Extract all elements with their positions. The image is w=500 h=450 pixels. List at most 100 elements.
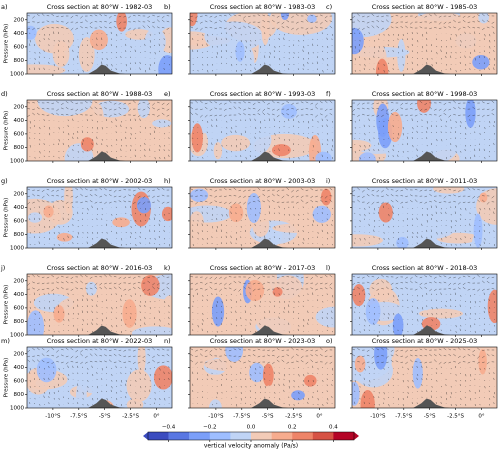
wind-arrow	[134, 118, 136, 122]
wind-arrow	[91, 322, 93, 326]
contour-blob	[235, 41, 245, 62]
wind-arrow	[27, 108, 31, 110]
wind-arrow	[77, 328, 79, 332]
wind-arrow	[233, 14, 237, 17]
wind-arrow	[481, 199, 485, 203]
wind-arrow	[137, 108, 141, 110]
wind-arrow	[426, 229, 428, 233]
wind-arrow	[252, 27, 256, 30]
wind-arrow	[472, 114, 476, 116]
wind-arrow	[291, 287, 294, 290]
wind-arrow	[190, 15, 194, 17]
wind-arrow	[134, 322, 136, 326]
contour-blob	[204, 21, 264, 52]
wind-arrow	[402, 150, 404, 153]
wind-arrow	[489, 57, 491, 61]
wind-arrow	[486, 102, 490, 105]
wind-arrow	[300, 355, 304, 359]
wind-arrow	[161, 15, 165, 19]
wind-arrow	[329, 274, 333, 278]
wind-arrow	[58, 39, 60, 42]
wind-arrow	[252, 274, 256, 278]
wind-arrow	[329, 20, 333, 23]
wind-arrow	[192, 212, 194, 215]
wind-arrow	[62, 205, 64, 209]
wind-arrow	[249, 118, 251, 122]
wind-arrow	[281, 102, 285, 105]
wind-arrow	[390, 21, 394, 23]
wind-arrow	[310, 14, 314, 17]
wind-arrow	[75, 361, 79, 364]
wind-arrow	[41, 276, 45, 278]
wind-arrow	[371, 102, 375, 105]
wind-arrow	[65, 21, 69, 25]
wind-arrow	[168, 154, 170, 158]
contour-blob	[262, 363, 274, 388]
wind-arrow	[457, 27, 461, 31]
wind-arrow	[77, 304, 79, 308]
wind-arrow	[414, 102, 418, 105]
wind-arrow	[481, 355, 485, 359]
contour-blob	[190, 188, 209, 202]
wind-arrow	[491, 188, 495, 191]
wind-arrow	[240, 371, 242, 375]
wind-arrow	[453, 26, 456, 29]
wind-arrow	[319, 21, 323, 25]
wind-arrow	[38, 61, 40, 65]
wind-arrow	[267, 195, 270, 198]
wind-arrow	[105, 118, 107, 122]
wind-arrow	[483, 224, 485, 227]
wind-arrow	[41, 353, 45, 357]
wind-arrow	[378, 45, 380, 49]
wind-arrow	[460, 237, 462, 241]
wind-arrow	[91, 298, 93, 302]
wind-arrow	[352, 189, 356, 192]
wind-arrow	[272, 355, 275, 357]
wind-arrow	[207, 33, 209, 37]
wind-arrow	[111, 120, 113, 123]
wind-arrow	[101, 61, 103, 65]
wind-arrow	[419, 282, 423, 285]
wind-arrow	[424, 361, 428, 364]
wind-arrow	[139, 304, 141, 308]
wind-arrow	[352, 15, 356, 19]
wind-arrow	[376, 348, 380, 351]
wind-arrow	[352, 282, 356, 286]
wind-arrow	[332, 33, 333, 36]
wind-arrow	[376, 276, 380, 280]
wind-arrow	[474, 57, 476, 61]
panel-title: Cross section at 80°W - 2017-03	[210, 264, 316, 272]
wind-arrow	[75, 113, 79, 116]
wind-arrow	[441, 312, 443, 315]
wind-arrow	[63, 237, 65, 241]
wind-arrow	[300, 188, 304, 191]
panel: d) Cross section at 80°W - 1988-032004006…	[1, 90, 173, 165]
wind-arrow	[385, 27, 389, 30]
wind-arrow	[312, 365, 314, 369]
wind-arrow	[166, 286, 170, 290]
wind-arrow	[132, 286, 136, 290]
wind-arrow	[216, 51, 218, 55]
contour-blob	[417, 100, 431, 113]
wind-arrow	[192, 37, 194, 41]
wind-arrow	[395, 287, 399, 290]
panel-frame	[351, 99, 498, 162]
wind-arrow	[161, 187, 165, 191]
wind-arrow	[357, 361, 360, 363]
wind-arrow	[286, 361, 290, 364]
wind-arrow	[121, 243, 122, 246]
wind-arrow	[364, 318, 366, 322]
wind-arrow	[128, 108, 131, 112]
x-tick-label: 0°	[153, 414, 159, 420]
wind-arrow	[426, 213, 428, 217]
contour-blob	[192, 283, 201, 308]
wind-arrow	[63, 318, 65, 321]
wind-arrow	[392, 49, 394, 53]
wind-arrow	[94, 276, 98, 278]
wind-arrow	[455, 330, 457, 333]
wind-arrow	[68, 373, 70, 377]
wind-arrow	[414, 288, 418, 291]
wind-arrow	[248, 195, 251, 198]
wind-arrow	[478, 211, 480, 215]
wind-arrow	[123, 288, 127, 291]
